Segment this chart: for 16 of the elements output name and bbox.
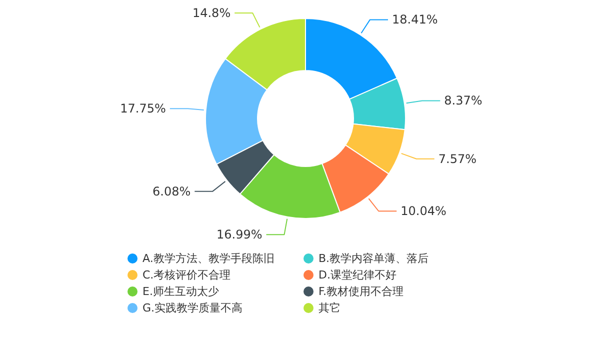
legend-label: A.教学方法、教学手段陈旧: [142, 252, 274, 265]
data-label: 7.57%: [438, 152, 476, 166]
data-label: 18.41%: [392, 12, 438, 27]
legend-label: C.考核评价不合理: [142, 268, 231, 282]
data-label: 8.37%: [444, 94, 482, 108]
data-label: 16.99%: [216, 228, 262, 242]
data-label: 6.08%: [152, 184, 191, 198]
data-label: 14.8%: [192, 6, 231, 20]
legend-label: G.实践教学质量不高: [142, 302, 243, 314]
data-label: 17.75%: [120, 102, 166, 116]
legend-label: F.教材使用不合理: [318, 285, 404, 298]
legend-label: 其它: [318, 302, 340, 314]
legend-label: B.教学内容单薄、落后: [318, 252, 429, 265]
legend-label: E.师生互动太少: [142, 285, 219, 298]
legend-label: D.课堂纪律不好: [318, 268, 396, 282]
data-label: 10.04%: [400, 204, 446, 218]
